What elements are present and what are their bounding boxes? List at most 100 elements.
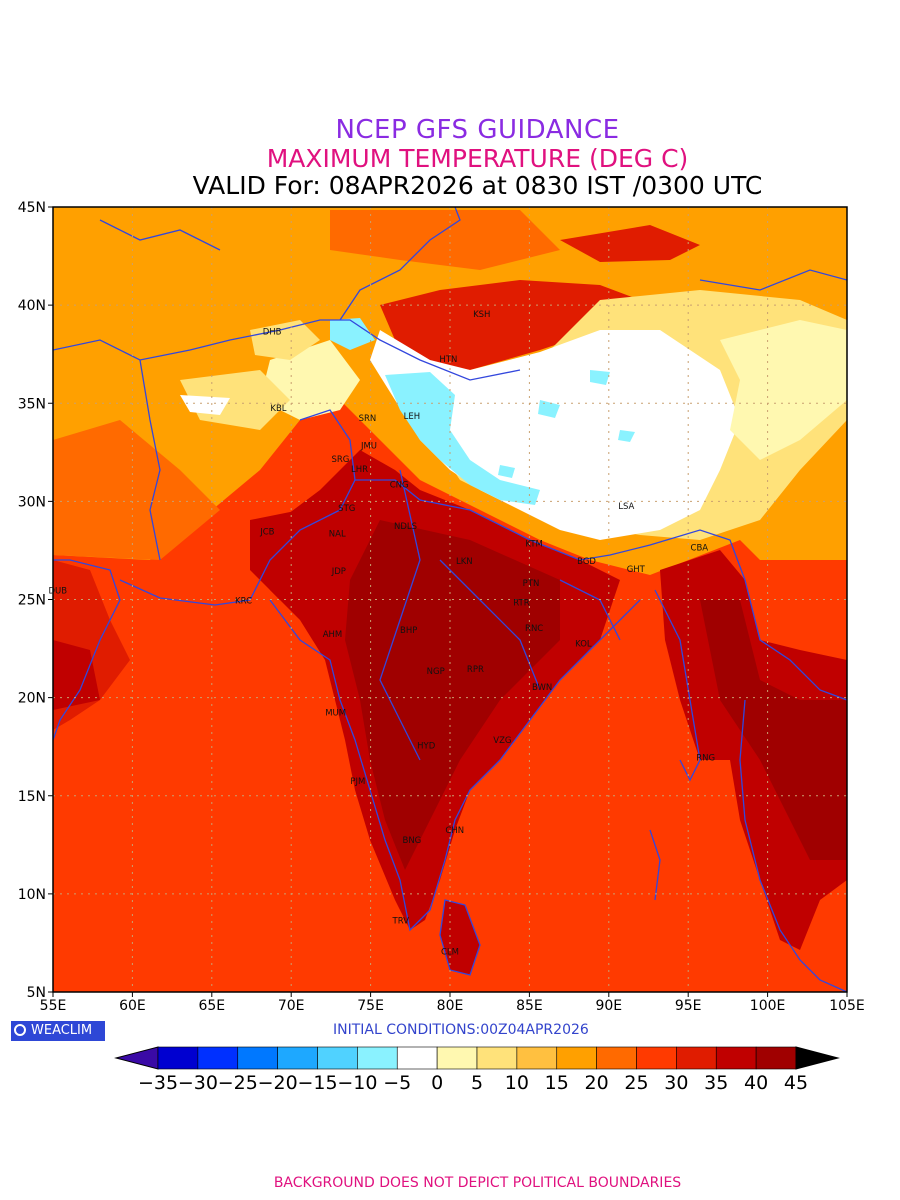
colorbar-label: 15 bbox=[545, 1072, 569, 1094]
x-axis-ticks: 55E 60E 65E 70E 75E 80E 85E 90E 95E 100E 105E bbox=[40, 992, 865, 1014]
boundary-lines bbox=[53, 207, 847, 992]
colorbar-box bbox=[357, 1046, 398, 1070]
city-label: TRV bbox=[392, 916, 410, 926]
colorbar-label: −30 bbox=[178, 1072, 218, 1094]
colorbar-label: −20 bbox=[258, 1072, 298, 1094]
colorbar-box bbox=[596, 1046, 637, 1070]
colorbar-labels: −35 −30 −25 −20 −15 −10 −5 0 5 10 15 20 25 30 35 40 45 bbox=[138, 1072, 808, 1094]
y-tick-label: 10N bbox=[18, 887, 46, 903]
colorbar-box bbox=[715, 1046, 757, 1070]
colorbar-box bbox=[755, 1046, 797, 1070]
colorbar-label: −15 bbox=[297, 1072, 337, 1094]
colorbar-label: −10 bbox=[337, 1072, 377, 1094]
city-label: GHT bbox=[627, 565, 646, 575]
city-label: KBL bbox=[270, 404, 286, 414]
colorbar-box bbox=[676, 1046, 717, 1070]
colorbar-box bbox=[396, 1046, 438, 1070]
city-label: CNG bbox=[390, 481, 409, 491]
x-tick-label: 80E bbox=[437, 998, 464, 1014]
city-label: BHP bbox=[400, 626, 417, 636]
weaclim-logo: WEACLIM bbox=[11, 1021, 105, 1041]
logo-text: WEACLIM bbox=[31, 1023, 93, 1038]
city-label: RPR bbox=[467, 665, 484, 675]
city-label: SRG bbox=[331, 455, 349, 465]
colorbar-label: −25 bbox=[218, 1072, 258, 1094]
x-tick-label: 65E bbox=[198, 998, 225, 1014]
colorbar-box bbox=[476, 1046, 518, 1070]
colorbar-box bbox=[317, 1046, 358, 1070]
colorbar-box bbox=[636, 1046, 677, 1070]
city-label: LKN bbox=[456, 557, 473, 567]
y-tick-label: 40N bbox=[18, 298, 46, 314]
colorbar-box bbox=[197, 1046, 239, 1070]
colorbar-right-arrow bbox=[795, 1046, 840, 1070]
colorbar-left-arrow bbox=[114, 1046, 159, 1070]
city-label: LEH bbox=[404, 412, 421, 422]
x-tick-label: 55E bbox=[40, 998, 67, 1014]
city-label: RNC bbox=[525, 624, 543, 634]
colorbar-label: 25 bbox=[624, 1072, 648, 1094]
colorbar-box bbox=[157, 1046, 199, 1070]
city-label: JDP bbox=[331, 567, 346, 577]
city-label: AHM bbox=[323, 630, 343, 640]
colorbar-box bbox=[516, 1046, 558, 1070]
y-tick-label: 45N bbox=[18, 200, 46, 216]
city-label: KRC bbox=[235, 596, 252, 606]
colorbar-label: 5 bbox=[471, 1072, 483, 1094]
lat-lon-grid bbox=[53, 207, 847, 992]
city-label: LHR bbox=[351, 465, 368, 475]
city-label: BWN bbox=[532, 683, 552, 693]
colorbar-box bbox=[556, 1046, 597, 1070]
city-label: HTN bbox=[439, 355, 457, 365]
x-tick-label: 90E bbox=[595, 998, 622, 1014]
city-label: RTR bbox=[513, 598, 529, 608]
city-label: BGD bbox=[577, 557, 596, 567]
y-tick-label: 30N bbox=[18, 494, 46, 510]
city-label: CBA bbox=[691, 543, 709, 553]
y-tick-label: 35N bbox=[18, 396, 46, 412]
x-tick-label: 100E bbox=[750, 998, 786, 1014]
x-tick-label: 105E bbox=[829, 998, 865, 1014]
y-tick-label: 5N bbox=[27, 985, 46, 1001]
city-label: JMU bbox=[360, 441, 377, 451]
city-label: RNG bbox=[696, 753, 715, 763]
city-label: PTN bbox=[523, 579, 540, 589]
city-label: PJM bbox=[350, 777, 365, 787]
y-axis-ticks: 45N 40N 35N 30N 25N 20N 15N 10N 5N bbox=[18, 200, 53, 1001]
city-label: MUM bbox=[325, 708, 346, 718]
city-label: DHB bbox=[263, 328, 282, 338]
initial-conditions: INITIAL CONDITIONS:00Z04APR2026 bbox=[333, 1022, 589, 1038]
y-tick-label: 25N bbox=[18, 593, 46, 609]
city-label: KOL bbox=[575, 640, 592, 650]
temperature-field bbox=[53, 207, 847, 992]
title-line-3: VALID For: 08APR2026 at 0830 IST /0300 U… bbox=[192, 171, 763, 200]
colorbar bbox=[114, 1046, 840, 1070]
logo-ring-icon bbox=[14, 1024, 26, 1036]
colorbar-box bbox=[277, 1046, 318, 1070]
city-label: BNG bbox=[402, 836, 421, 846]
colorbar-label: 35 bbox=[704, 1072, 728, 1094]
city-label: NGP bbox=[427, 667, 445, 677]
colorbar-label: −35 bbox=[138, 1072, 178, 1094]
x-tick-label: 75E bbox=[357, 998, 384, 1014]
city-label: KSH bbox=[473, 310, 490, 320]
city-label: STG bbox=[338, 504, 355, 514]
city-label: VZG bbox=[493, 736, 511, 746]
y-tick-label: 15N bbox=[18, 789, 46, 805]
title-line-1: NCEP GFS GUIDANCE bbox=[335, 115, 620, 145]
city-label: SRN bbox=[359, 414, 377, 424]
city-label: LSA bbox=[618, 502, 634, 512]
city-label: CLM bbox=[441, 948, 459, 958]
x-tick-label: 95E bbox=[675, 998, 702, 1014]
city-label: CHN bbox=[445, 826, 464, 836]
colorbar-label: 30 bbox=[664, 1072, 688, 1094]
colorbar-box bbox=[436, 1046, 478, 1070]
city-label: DUB bbox=[48, 587, 67, 597]
city-label: NDLS bbox=[394, 522, 417, 532]
x-tick-label: 60E bbox=[119, 998, 146, 1014]
x-tick-label: 70E bbox=[278, 998, 305, 1014]
footer-note: BACKGROUND DOES NOT DEPICT POLITICAL BOU… bbox=[273, 1175, 682, 1191]
city-label: NAL bbox=[329, 530, 346, 540]
